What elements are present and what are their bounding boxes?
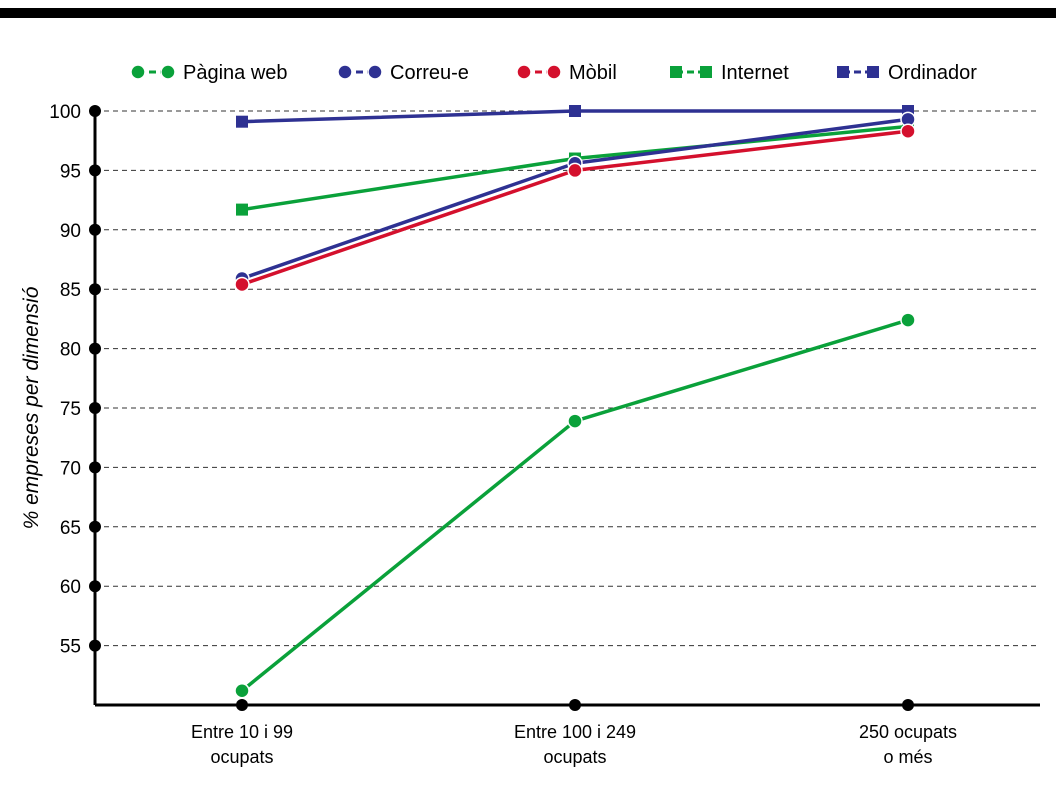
series-ordinador bbox=[236, 105, 914, 128]
data-point-ordinador bbox=[569, 105, 581, 117]
data-point-ordinador bbox=[236, 115, 248, 128]
legend-label: Internet bbox=[721, 62, 789, 84]
legend-label: Correu-e bbox=[390, 62, 469, 84]
x-tick-dot bbox=[902, 699, 914, 711]
top-bar bbox=[0, 8, 1056, 18]
y-tick-label: 80 bbox=[60, 340, 81, 361]
y-axis-ticks: 55 60 65 70 75 80 85 90 95 100 bbox=[49, 102, 101, 658]
x-tick-label: 250 ocupats bbox=[859, 722, 957, 742]
legend-label: Mòbil bbox=[569, 62, 617, 84]
y-tick-label: 65 bbox=[60, 518, 81, 539]
data-point-m-bil bbox=[900, 123, 916, 139]
y-tick-dot-60 bbox=[89, 580, 101, 593]
legend-item-m-bil: Mòbil bbox=[516, 62, 617, 84]
y-tick-dot-55 bbox=[89, 639, 101, 652]
legend-marker bbox=[367, 64, 383, 80]
y-tick-dot-90 bbox=[89, 223, 101, 236]
data-point-p-gina-web bbox=[567, 413, 583, 429]
y-tick-label: 55 bbox=[60, 637, 81, 658]
data-point-internet bbox=[236, 203, 248, 216]
legend-marker bbox=[546, 64, 562, 80]
legend-marker bbox=[700, 66, 712, 78]
x-tick-label: o més bbox=[883, 747, 932, 767]
legend-label: Ordinador bbox=[888, 62, 977, 84]
y-tick-dot-70 bbox=[89, 461, 101, 474]
legend-marker bbox=[867, 66, 879, 78]
y-tick-label: 90 bbox=[60, 221, 81, 242]
legend-marker bbox=[837, 66, 849, 78]
series-group bbox=[234, 105, 916, 699]
data-point-m-bil bbox=[234, 276, 250, 293]
y-tick-label: 70 bbox=[60, 458, 81, 479]
y-tick-dot-80 bbox=[89, 342, 101, 355]
legend-label: Pàgina web bbox=[183, 62, 288, 84]
y-tick-dot-85 bbox=[89, 283, 101, 296]
series-line-p-gina-web bbox=[240, 318, 909, 693]
series-m-bil bbox=[234, 123, 916, 293]
legend-marker bbox=[130, 64, 146, 80]
data-point-p-gina-web bbox=[900, 312, 916, 328]
y-tick-dot-100 bbox=[89, 105, 101, 117]
data-point-m-bil bbox=[567, 162, 583, 179]
legend-item-ordinador: Ordinador bbox=[837, 62, 977, 84]
legend-item-correu-e: Correu-e bbox=[337, 62, 469, 84]
y-tick-label: 75 bbox=[60, 399, 81, 420]
x-tick-label: Entre 10 i 99 bbox=[191, 722, 293, 742]
y-tick-label: 60 bbox=[60, 577, 81, 598]
axes bbox=[93, 107, 1040, 707]
x-tick-dot bbox=[569, 699, 581, 711]
y-tick-dot-65 bbox=[89, 520, 101, 533]
legend-marker bbox=[160, 64, 176, 80]
gridlines bbox=[95, 110, 1040, 647]
y-tick-label: 100 bbox=[49, 102, 81, 123]
data-point-p-gina-web bbox=[234, 682, 250, 699]
x-tick-label: Entre 100 i 249 bbox=[514, 722, 636, 742]
y-tick-dot-75 bbox=[89, 402, 101, 414]
x-tick-label: ocupats bbox=[210, 747, 273, 767]
legend-item-p-gina-web: Pàgina web bbox=[130, 62, 288, 84]
legend-marker bbox=[337, 64, 353, 80]
y-axis-title: % empreses per dimensió bbox=[20, 286, 43, 529]
series-correu-e bbox=[234, 111, 916, 287]
x-tick-dot bbox=[236, 699, 248, 711]
series-p-gina-web bbox=[234, 312, 916, 699]
y-tick-label: 85 bbox=[60, 280, 81, 301]
y-tick-label: 95 bbox=[60, 161, 81, 182]
legend-marker bbox=[670, 66, 682, 78]
x-axis-ticks: Entre 10 i 99 ocupats Entre 100 i 249 ocupa… bbox=[191, 699, 957, 767]
y-tick-dot-95 bbox=[89, 164, 101, 177]
x-tick-label: ocupats bbox=[543, 747, 606, 767]
legend-marker bbox=[516, 64, 532, 80]
legend-item-internet: Internet bbox=[670, 62, 789, 84]
legend: Pàgina web Correu-e Mòbil Internet Ordinador bbox=[130, 62, 977, 84]
